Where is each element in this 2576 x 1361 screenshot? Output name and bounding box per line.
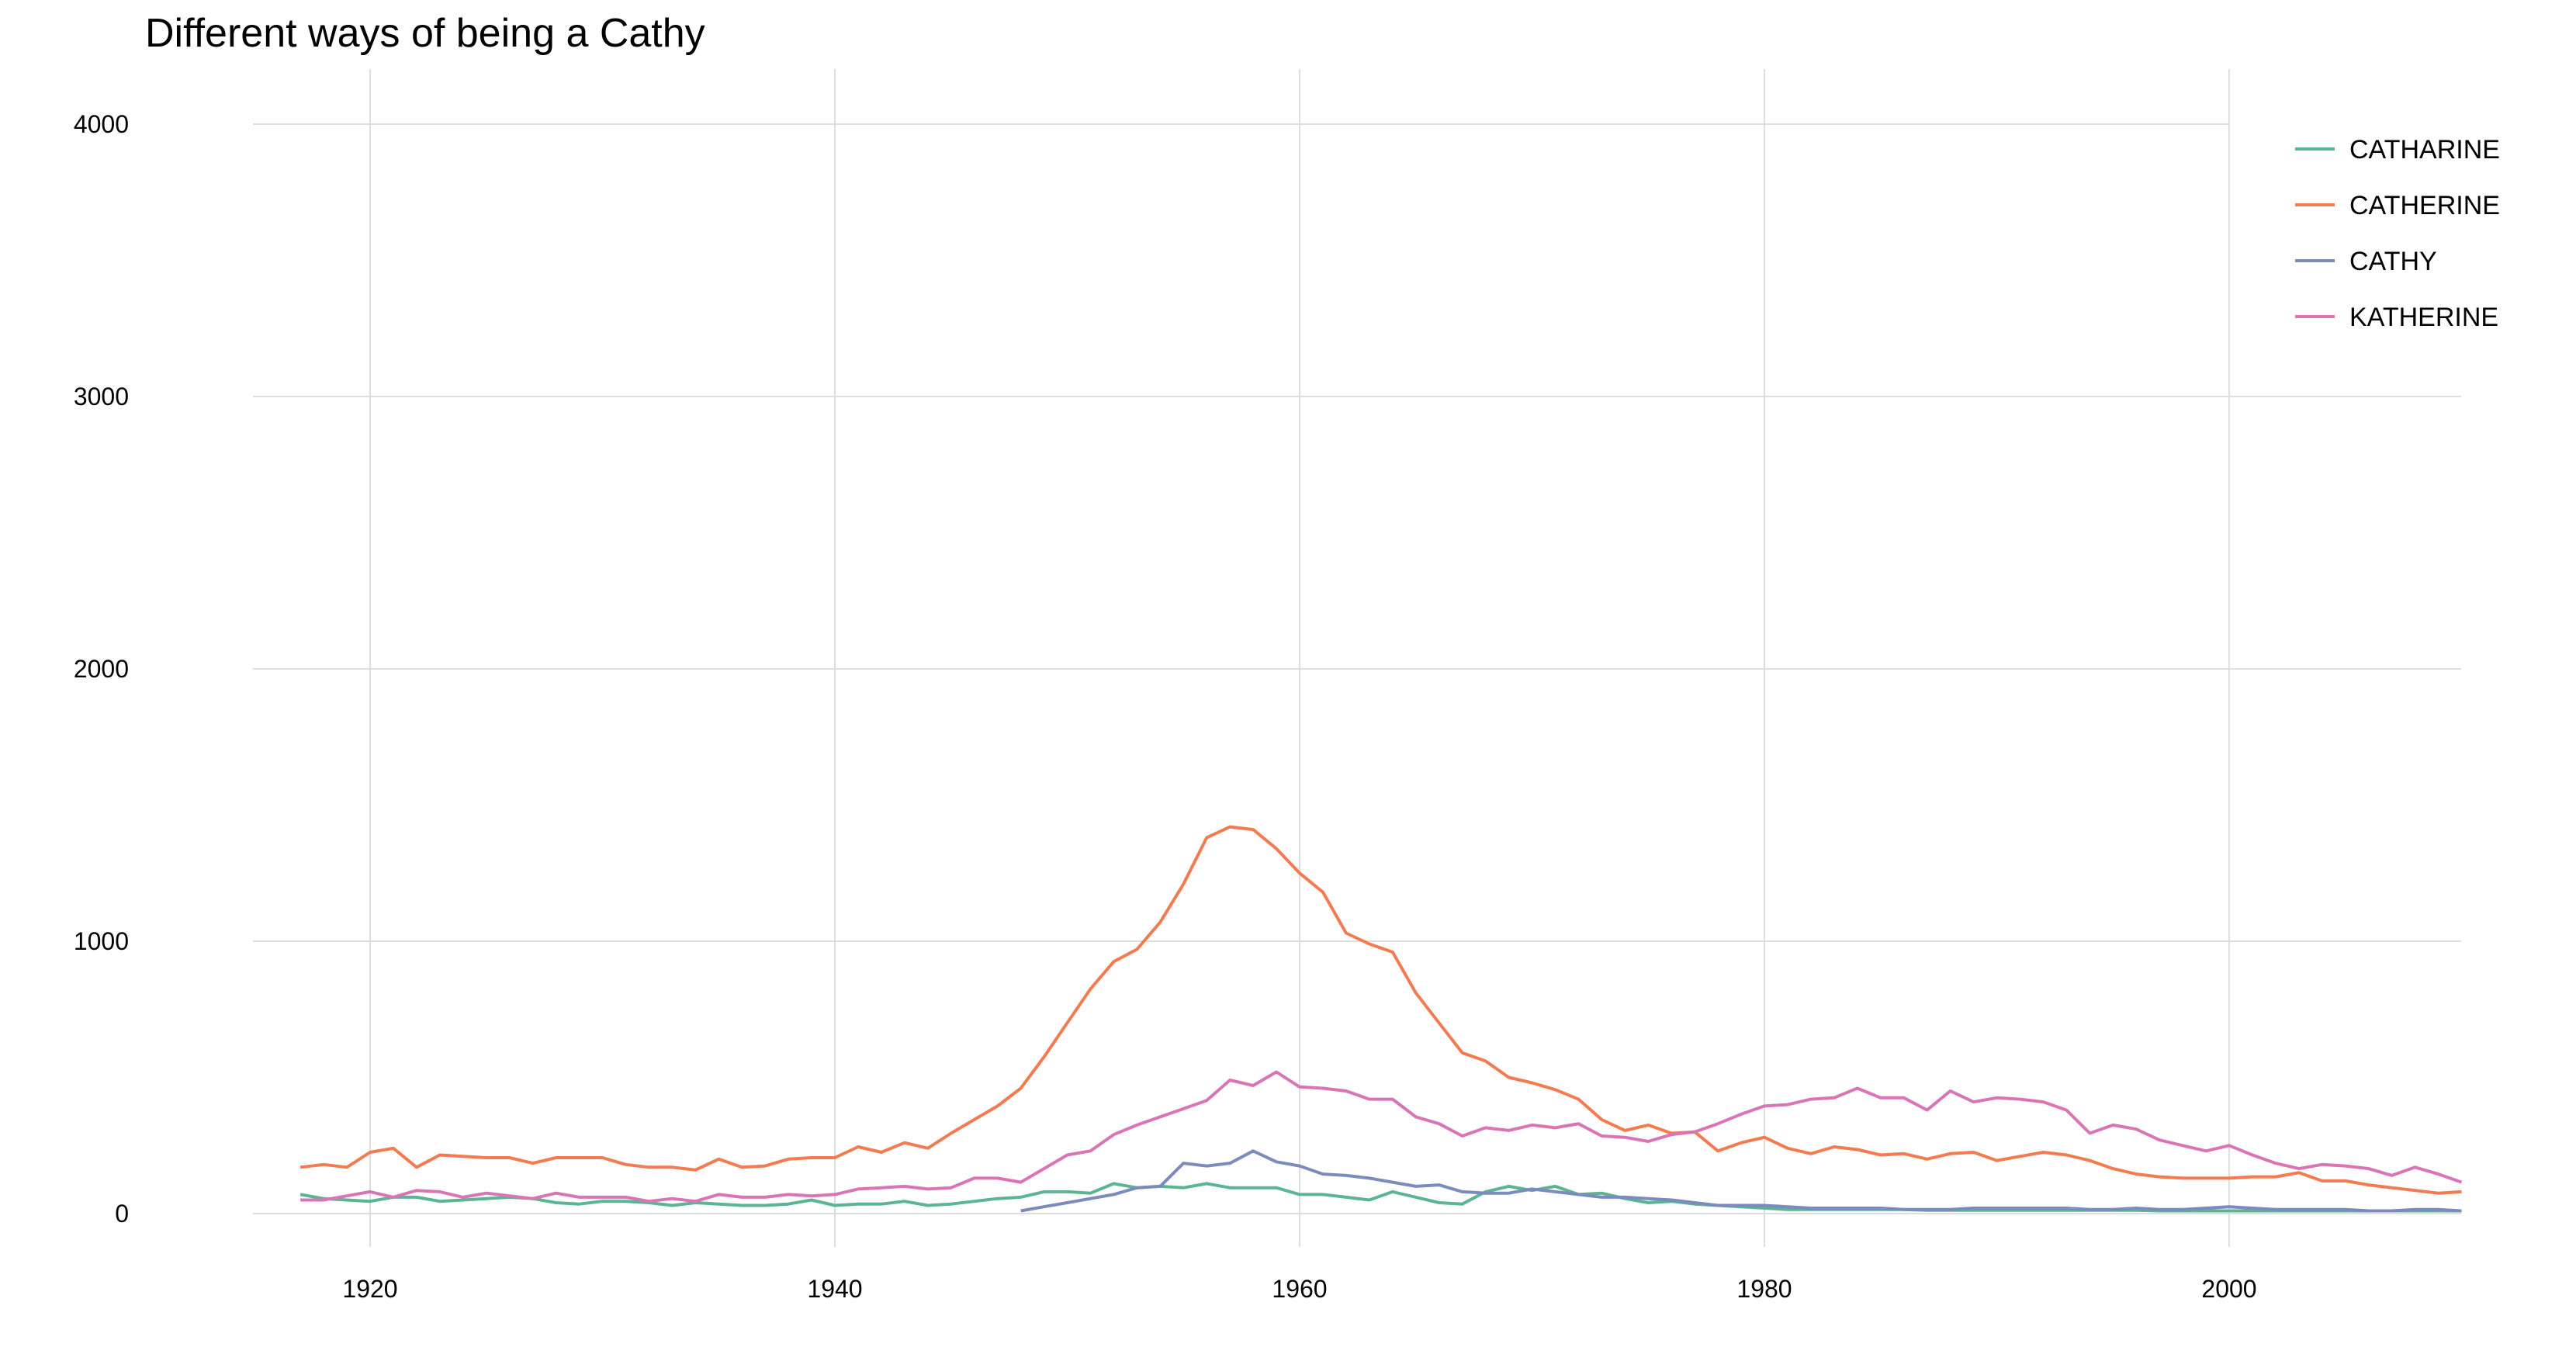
chart-title: Different ways of being a Cathy bbox=[145, 11, 705, 56]
x-tick-label: 1940 bbox=[807, 1275, 862, 1303]
y-tick-label: 4000 bbox=[74, 110, 129, 138]
series-line-catherine bbox=[299, 825, 2462, 1195]
legend-label: KATHERINE bbox=[2349, 303, 2498, 332]
gridlines bbox=[253, 69, 2461, 1247]
legend-label: CATHERINE bbox=[2349, 191, 2500, 220]
y-axis: 0 1000 2000 3000 4000 bbox=[74, 110, 129, 1228]
y-tick-label: 3000 bbox=[74, 383, 129, 410]
legend-label: CATHARINE bbox=[2349, 135, 2500, 164]
y-tick-label: 1000 bbox=[74, 927, 129, 955]
series-line-cathy bbox=[1020, 1149, 2462, 1213]
y-tick-label: 2000 bbox=[74, 655, 129, 683]
series-lines bbox=[299, 825, 2463, 1213]
series-line-katherine bbox=[300, 1070, 2463, 1203]
legend-label: CATHY bbox=[2349, 247, 2437, 276]
legend: CATHARINE CATHERINE CATHY KATHERINE bbox=[2295, 135, 2500, 332]
x-tick-label: 2000 bbox=[2201, 1275, 2256, 1303]
x-tick-label: 1980 bbox=[1736, 1275, 1792, 1303]
x-tick-label: 1960 bbox=[1272, 1275, 1327, 1303]
x-tick-label: 1920 bbox=[342, 1275, 397, 1303]
y-tick-label: 0 bbox=[115, 1200, 129, 1228]
x-axis: 1920 1940 1960 1980 2000 bbox=[342, 1275, 2256, 1303]
